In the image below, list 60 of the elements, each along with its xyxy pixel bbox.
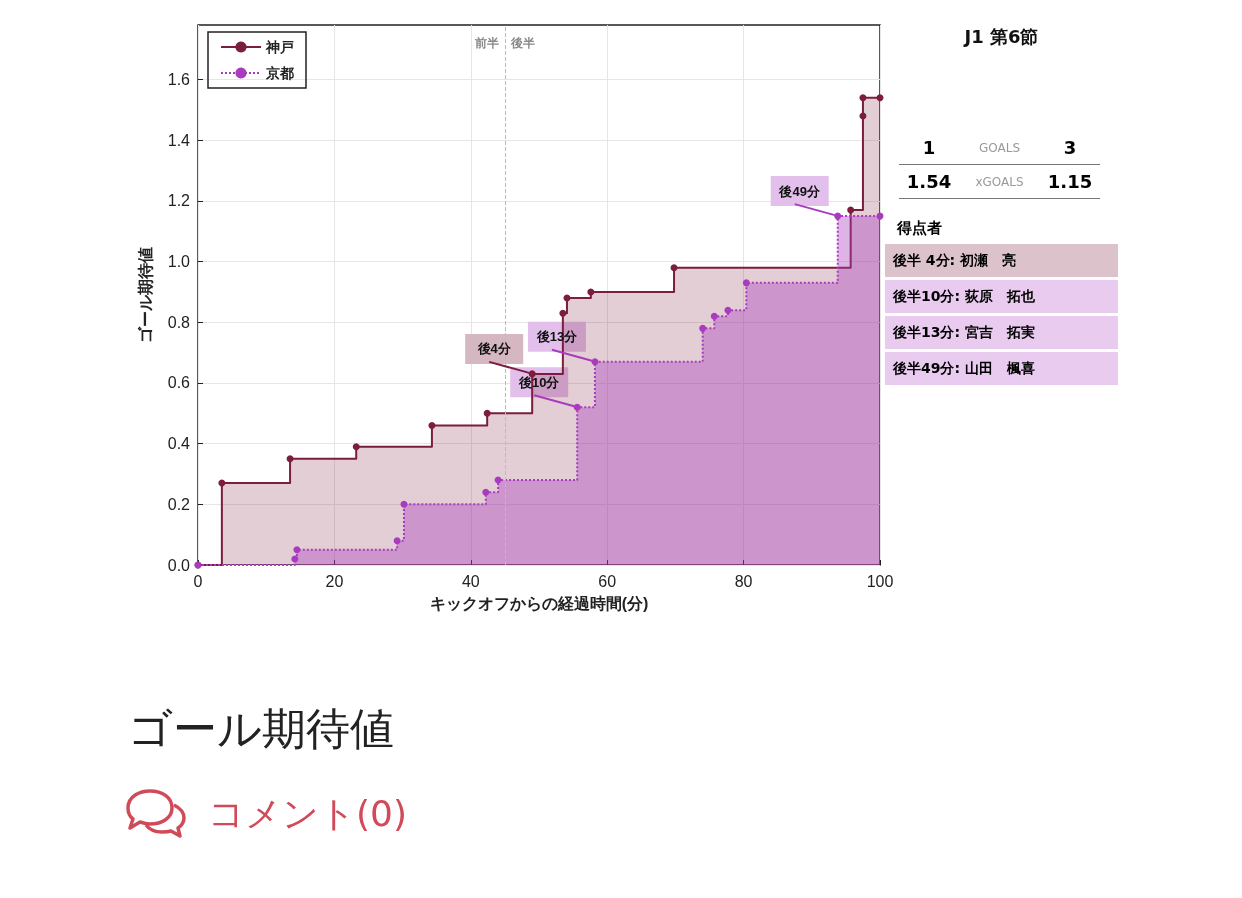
text: 得点者 — [897, 219, 943, 238]
y-tick-label: 0.4 — [167, 435, 191, 453]
text: 後半49分: 山田 楓喜 — [885, 352, 1118, 385]
text: コメント(0) — [208, 791, 407, 836]
text: 3 — [1062, 137, 1078, 158]
point — [428, 421, 436, 429]
x-tick-label: 60 — [598, 572, 617, 590]
point — [293, 546, 301, 554]
point — [587, 288, 595, 296]
text: 1.15 — [1046, 171, 1094, 192]
point — [699, 324, 707, 332]
text: GOALS — [978, 140, 1021, 155]
point — [559, 309, 567, 317]
x-tick-label: 20 — [325, 572, 344, 590]
point — [286, 455, 294, 463]
point — [742, 279, 750, 287]
point — [291, 555, 299, 563]
y-tick-label: 0.2 — [167, 495, 191, 513]
annotation: 後4分 — [476, 341, 512, 357]
y-tick-label: 1.0 — [167, 253, 191, 271]
point — [876, 94, 884, 102]
point — [400, 500, 408, 508]
x-tick-label: 40 — [461, 572, 480, 590]
legend-label: 京都 — [265, 65, 294, 81]
point — [352, 443, 360, 451]
x-tick-label: 80 — [734, 572, 753, 590]
y-axis-title: ゴール期待値 — [136, 247, 154, 343]
x-tick-label: 0 — [193, 572, 203, 590]
annotation: 後49分 — [778, 183, 821, 199]
point — [591, 358, 599, 366]
point — [573, 403, 581, 411]
text: 1 — [921, 137, 937, 158]
x-tick-label: 100 — [866, 572, 894, 590]
text: 後半10分: 荻原 拓也 — [885, 280, 1118, 313]
y-tick-label: 0.8 — [167, 313, 191, 331]
point — [393, 537, 401, 545]
x-axis-title: キックオフからの経過時間(分) — [429, 594, 649, 612]
point — [724, 306, 732, 314]
y-tick-label: 1.4 — [167, 131, 191, 149]
ref-line-label: 前半 — [473, 36, 499, 50]
text: 後半 4分: 初瀬 亮 — [885, 244, 1118, 277]
text: xGOALS — [975, 174, 1024, 189]
point — [847, 206, 855, 214]
y-tick-label: 0.0 — [167, 556, 191, 574]
text: J1 第6節 — [962, 25, 1040, 49]
point — [483, 409, 491, 417]
y-tick-label: 1.6 — [167, 71, 191, 89]
text: 後半13分: 宮吉 拓実 — [885, 316, 1118, 349]
text: ゴール期待値 — [128, 702, 394, 756]
point — [218, 479, 226, 487]
y-tick-label: 1.2 — [167, 192, 191, 210]
point — [710, 312, 718, 320]
annotation: 後半 — [509, 36, 535, 50]
text: 1.54 — [905, 171, 953, 192]
y-tick-label: 0.6 — [167, 374, 191, 392]
legend-label: 神戸 — [265, 39, 294, 55]
point — [859, 94, 867, 102]
point — [834, 212, 842, 220]
point — [482, 488, 490, 496]
point — [670, 264, 678, 272]
